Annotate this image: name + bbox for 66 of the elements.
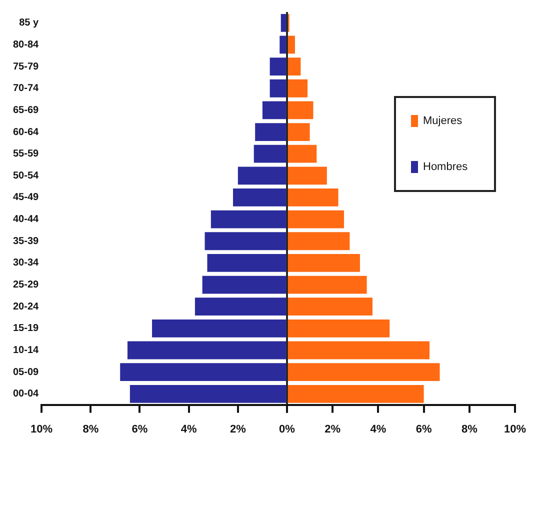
bar: [288, 36, 295, 54]
legend-label: Mujeres: [423, 115, 463, 128]
bar: [280, 14, 286, 32]
bar: [262, 101, 286, 120]
y-tick-label: 10-14: [13, 344, 40, 356]
y-tick-label: 70-74: [13, 83, 40, 94]
bar: [288, 79, 308, 98]
bar: [288, 144, 317, 163]
y-tick-label: 55-59: [13, 148, 40, 160]
bar: [288, 298, 372, 316]
y-tick-label: 20-24: [13, 301, 40, 312]
x-tick-label: 4%: [180, 423, 197, 436]
y-tick-label: 40-44: [13, 214, 40, 226]
bar: [130, 384, 286, 403]
x-tick-label: 8%: [82, 423, 99, 436]
bar: [288, 166, 327, 185]
bar: [202, 276, 286, 294]
y-tick-label: 85 y: [19, 18, 40, 29]
bar: [270, 58, 286, 76]
x-tick-label: 6%: [416, 423, 432, 436]
y-tick-label: 75-79: [13, 61, 40, 72]
y-tick-label: 80-84: [13, 39, 40, 50]
x-tick-label: 0%: [279, 423, 296, 436]
bar: [288, 319, 390, 338]
bar: [207, 254, 286, 272]
y-tick-label: 25-29: [13, 280, 40, 291]
bar: [288, 254, 360, 272]
bar: [204, 232, 286, 250]
bar: [270, 79, 286, 98]
x-tick-label: 4%: [370, 423, 386, 436]
y-tick-label: 05-09: [13, 366, 40, 378]
x-tick-label: 10%: [30, 423, 53, 436]
y-tick-label: 35-39: [13, 236, 40, 247]
bar: [238, 166, 286, 185]
bar: [288, 341, 430, 360]
bar: [152, 319, 286, 338]
y-tick-label: 30-34: [13, 258, 40, 269]
bar: [280, 36, 286, 54]
x-tick-label: 6%: [132, 423, 148, 436]
bar: [210, 210, 286, 228]
x-tick-label: 2%: [230, 423, 246, 436]
bar: [194, 298, 286, 316]
bar: [120, 363, 286, 382]
bar: [233, 188, 286, 206]
y-tick-label: 00-04: [13, 388, 40, 400]
bar: [254, 144, 286, 163]
x-tick-label: 10%: [504, 423, 526, 436]
bar: [288, 101, 314, 120]
y-tick-label: 45-49: [13, 192, 40, 204]
bar: [288, 276, 367, 294]
bar: [288, 384, 424, 403]
legend-label: Hombres: [423, 161, 468, 174]
bar: [255, 123, 286, 141]
bar: [288, 210, 344, 228]
bar: [288, 123, 310, 141]
x-tick-label: 8%: [461, 423, 478, 436]
y-tick-label: 65-69: [13, 104, 40, 116]
y-tick-label: 15-19: [13, 323, 40, 334]
bar: [288, 363, 440, 382]
bar: [127, 341, 286, 360]
y-tick-label: 60-64: [13, 126, 40, 138]
x-tick-label: 2%: [324, 423, 341, 436]
bar: [288, 188, 338, 206]
y-tick-label: 50-54: [13, 170, 40, 182]
bar: [288, 58, 301, 76]
bar: [288, 232, 350, 250]
